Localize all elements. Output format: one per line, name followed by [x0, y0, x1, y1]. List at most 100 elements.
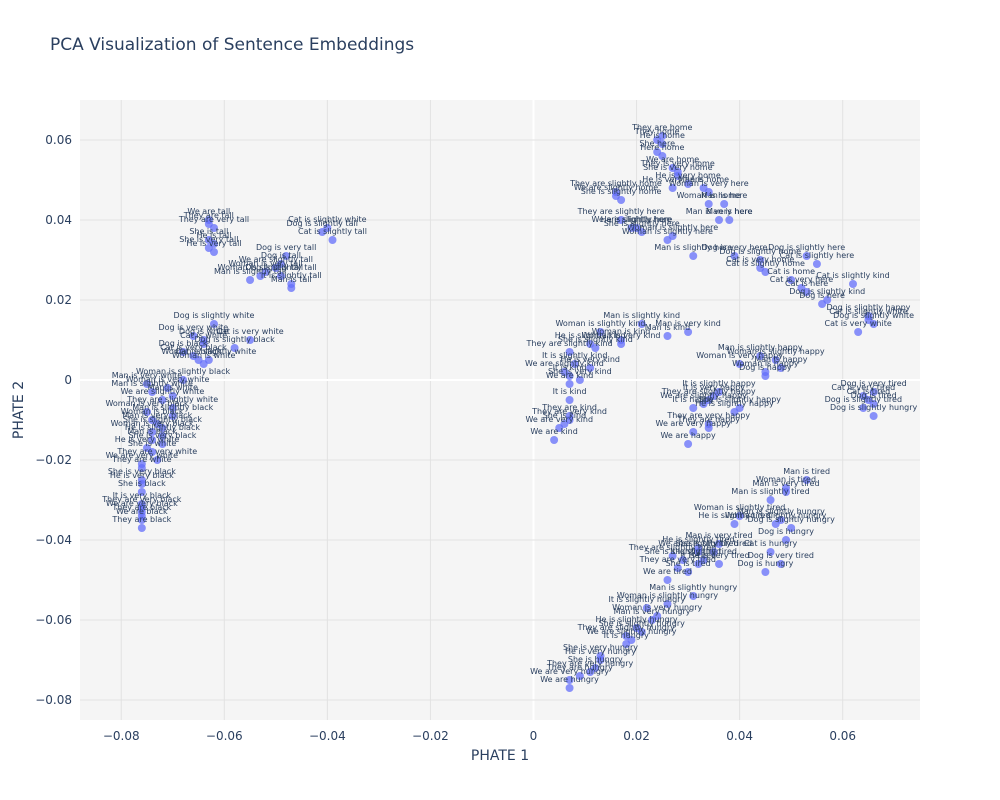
scatter-point[interactable]	[802, 288, 811, 296]
scatter-point[interactable]	[168, 404, 177, 412]
scatter-point[interactable]	[163, 384, 172, 392]
scatter-point[interactable]	[869, 320, 878, 328]
scatter-point[interactable]	[673, 564, 682, 572]
scatter-point[interactable]	[622, 640, 631, 648]
scatter-point[interactable]	[678, 556, 687, 564]
scatter-point[interactable]	[575, 672, 584, 680]
scatter-point[interactable]	[694, 560, 703, 568]
scatter-point[interactable]	[158, 432, 167, 440]
scatter-point[interactable]	[158, 440, 167, 448]
scatter-point[interactable]	[586, 668, 595, 676]
scatter-point[interactable]	[684, 440, 693, 448]
scatter-point[interactable]	[230, 344, 239, 352]
scatter-point[interactable]	[709, 548, 718, 556]
scatter-point[interactable]	[591, 344, 600, 352]
scatter-point[interactable]	[689, 428, 698, 436]
scatter-point[interactable]	[802, 252, 811, 260]
scatter-point[interactable]	[869, 412, 878, 420]
scatter-point[interactable]	[153, 456, 162, 464]
scatter-point[interactable]	[137, 480, 146, 488]
scatter-point[interactable]	[771, 520, 780, 528]
scatter-point[interactable]	[271, 264, 280, 272]
scatter-point[interactable]	[209, 248, 218, 256]
scatter-point[interactable]	[137, 488, 146, 496]
scatter-point[interactable]	[137, 524, 146, 532]
scatter-point[interactable]	[137, 464, 146, 472]
scatter-point[interactable]	[142, 380, 151, 388]
scatter-point[interactable]	[168, 392, 177, 400]
scatter-point[interactable]	[617, 196, 626, 204]
scatter-point[interactable]	[642, 604, 651, 612]
scatter-point[interactable]	[179, 376, 188, 384]
scatter-point[interactable]	[818, 300, 827, 308]
scatter-point[interactable]	[658, 152, 667, 160]
scatter-point[interactable]	[246, 276, 255, 284]
scatter-point[interactable]	[158, 424, 167, 432]
scatter-point[interactable]	[869, 400, 878, 408]
scatter-point[interactable]	[663, 236, 672, 244]
scatter-point[interactable]	[199, 360, 208, 368]
scatter-point[interactable]	[658, 140, 667, 148]
scatter-point[interactable]	[787, 276, 796, 284]
scatter-point[interactable]	[565, 348, 574, 356]
scatter-point[interactable]	[148, 428, 157, 436]
scatter-point[interactable]	[256, 272, 265, 280]
scatter-point[interactable]	[761, 268, 770, 276]
scatter-point[interactable]	[555, 424, 564, 432]
scatter-point[interactable]	[766, 496, 775, 504]
scatter-point[interactable]	[318, 228, 327, 236]
scatter-point[interactable]	[715, 540, 724, 548]
scatter-point[interactable]	[689, 592, 698, 600]
scatter-point[interactable]	[756, 352, 765, 360]
scatter-point[interactable]	[287, 284, 296, 292]
scatter-point[interactable]	[550, 436, 559, 444]
scatter-point[interactable]	[663, 576, 672, 584]
scatter-point[interactable]	[771, 356, 780, 364]
scatter-point[interactable]	[168, 412, 177, 420]
scatter-point[interactable]	[663, 332, 672, 340]
scatter-point[interactable]	[694, 548, 703, 556]
scatter-point[interactable]	[276, 272, 285, 280]
scatter-point[interactable]	[209, 224, 218, 232]
scatter-point[interactable]	[782, 536, 791, 544]
scatter-point[interactable]	[596, 656, 605, 664]
scatter-point[interactable]	[586, 364, 595, 372]
scatter-point[interactable]	[684, 568, 693, 576]
scatter-point[interactable]	[684, 180, 693, 188]
scatter-point[interactable]	[570, 360, 579, 368]
scatter-point[interactable]	[637, 628, 646, 636]
scatter-point[interactable]	[684, 328, 693, 336]
scatter-point[interactable]	[730, 252, 739, 260]
scatter-point[interactable]	[730, 520, 739, 528]
scatter-point[interactable]	[735, 360, 744, 368]
scatter-point[interactable]	[199, 340, 208, 348]
scatter-point[interactable]	[761, 568, 770, 576]
scatter-point[interactable]	[246, 336, 255, 344]
scatter-point[interactable]	[715, 560, 724, 568]
scatter-point[interactable]	[617, 216, 626, 224]
scatter-point[interactable]	[179, 348, 188, 356]
scatter-point[interactable]	[282, 252, 291, 260]
scatter-point[interactable]	[673, 172, 682, 180]
scatter-point[interactable]	[142, 408, 151, 416]
scatter-point[interactable]	[859, 404, 868, 412]
scatter-point[interactable]	[802, 476, 811, 484]
scatter-point[interactable]	[596, 328, 605, 336]
scatter-point[interactable]	[689, 252, 698, 260]
scatter-point[interactable]	[689, 404, 698, 412]
scatter-point[interactable]	[663, 600, 672, 608]
scatter-point[interactable]	[668, 552, 677, 560]
scatter-point[interactable]	[725, 216, 734, 224]
scatter-point[interactable]	[761, 372, 770, 380]
scatter-point[interactable]	[704, 200, 713, 208]
scatter-point[interactable]	[148, 436, 157, 444]
scatter-point[interactable]	[704, 424, 713, 432]
scatter-point[interactable]	[869, 388, 878, 396]
scatter-point[interactable]	[720, 200, 729, 208]
scatter-point[interactable]	[782, 488, 791, 496]
scatter-point[interactable]	[715, 216, 724, 224]
scatter-point[interactable]	[735, 404, 744, 412]
scatter-point[interactable]	[565, 684, 574, 692]
scatter-point[interactable]	[209, 320, 218, 328]
scatter-point[interactable]	[575, 376, 584, 384]
